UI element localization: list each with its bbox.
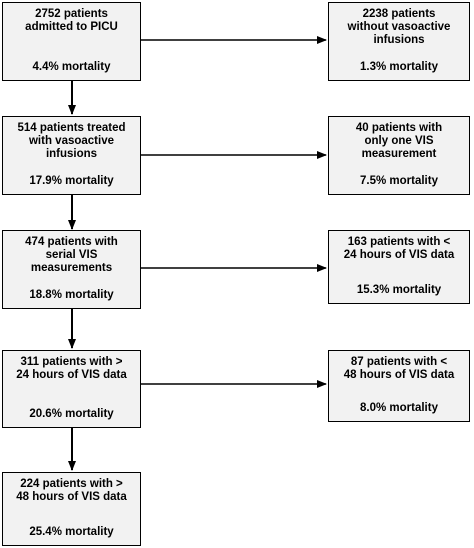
exclusion-box-1: 2238 patients without vasoactive infusio… (328, 2, 470, 81)
exclusion-box-2-mortality: 7.5% mortality (360, 175, 438, 187)
exclusion-box-2: 40 patients with only one VIS measuremen… (328, 116, 470, 195)
main-box-2-line3: infusions (45, 148, 98, 160)
main-box-1-line1: 2752 patients (35, 8, 108, 20)
exclusion-box-1-line3: infusions (373, 34, 425, 46)
exclusion-box-3: 163 patients with < 24 hours of VIS data… (328, 230, 470, 304)
exclusion-box-1-mortality: 1.3% mortality (360, 61, 438, 73)
exclusion-box-3-mortality: 15.3% mortality (356, 284, 442, 296)
main-box-5: 224 patients with > 48 hours of VIS data… (2, 472, 141, 546)
exclusion-box-3-line2: 24 hours of VIS data (343, 249, 455, 261)
main-box-2-line1: 514 patients treated (17, 122, 126, 134)
main-box-5-line2: 48 hours of VIS data (16, 491, 127, 503)
main-box-3-line1: 474 patients with (25, 236, 118, 248)
exclusion-box-4-mortality: 8.0% mortality (360, 402, 438, 414)
main-box-4-line1: 311 patients with > (20, 356, 123, 368)
main-box-4-mortality: 20.6% mortality (29, 408, 114, 420)
main-box-1-mortality: 4.4% mortality (32, 61, 111, 73)
main-box-1-line2: admitted to PICU (25, 21, 118, 33)
main-box-3-line2: serial VIS (45, 249, 98, 261)
exclusion-box-4-line1: 87 patients with < (350, 356, 448, 368)
main-box-1: 2752 patients admitted to PICU 4.4% mort… (2, 2, 141, 81)
exclusion-box-3-line1: 163 patients with < (347, 236, 451, 248)
main-box-3-line3: measurements (30, 262, 113, 274)
main-box-5-line1: 224 patients with > (20, 478, 123, 490)
exclusion-box-1-line2: without vasoactive (347, 21, 451, 33)
main-box-2-line2: with vasoactive (28, 135, 114, 147)
main-box-3-mortality: 18.8% mortality (29, 289, 114, 301)
main-box-2-mortality: 17.9% mortality (29, 175, 114, 187)
exclusion-box-2-line2: only one VIS (364, 135, 434, 147)
main-box-5-mortality: 25.4% mortality (29, 526, 114, 538)
exclusion-box-4: 87 patients with < 48 hours of VIS data … (328, 350, 470, 422)
exclusion-box-2-line3: measurement (361, 148, 437, 160)
exclusion-box-4-line2: 48 hours of VIS data (343, 369, 455, 381)
main-box-4-line2: 24 hours of VIS data (16, 369, 127, 381)
main-box-4: 311 patients with > 24 hours of VIS data… (2, 350, 141, 428)
exclusion-box-2-line1: 40 patients with (355, 122, 443, 134)
main-box-3: 474 patients with serial VIS measurement… (2, 230, 141, 309)
main-box-2: 514 patients treated with vasoactive inf… (2, 116, 141, 195)
exclusion-box-1-line1: 2238 patients (362, 8, 436, 20)
